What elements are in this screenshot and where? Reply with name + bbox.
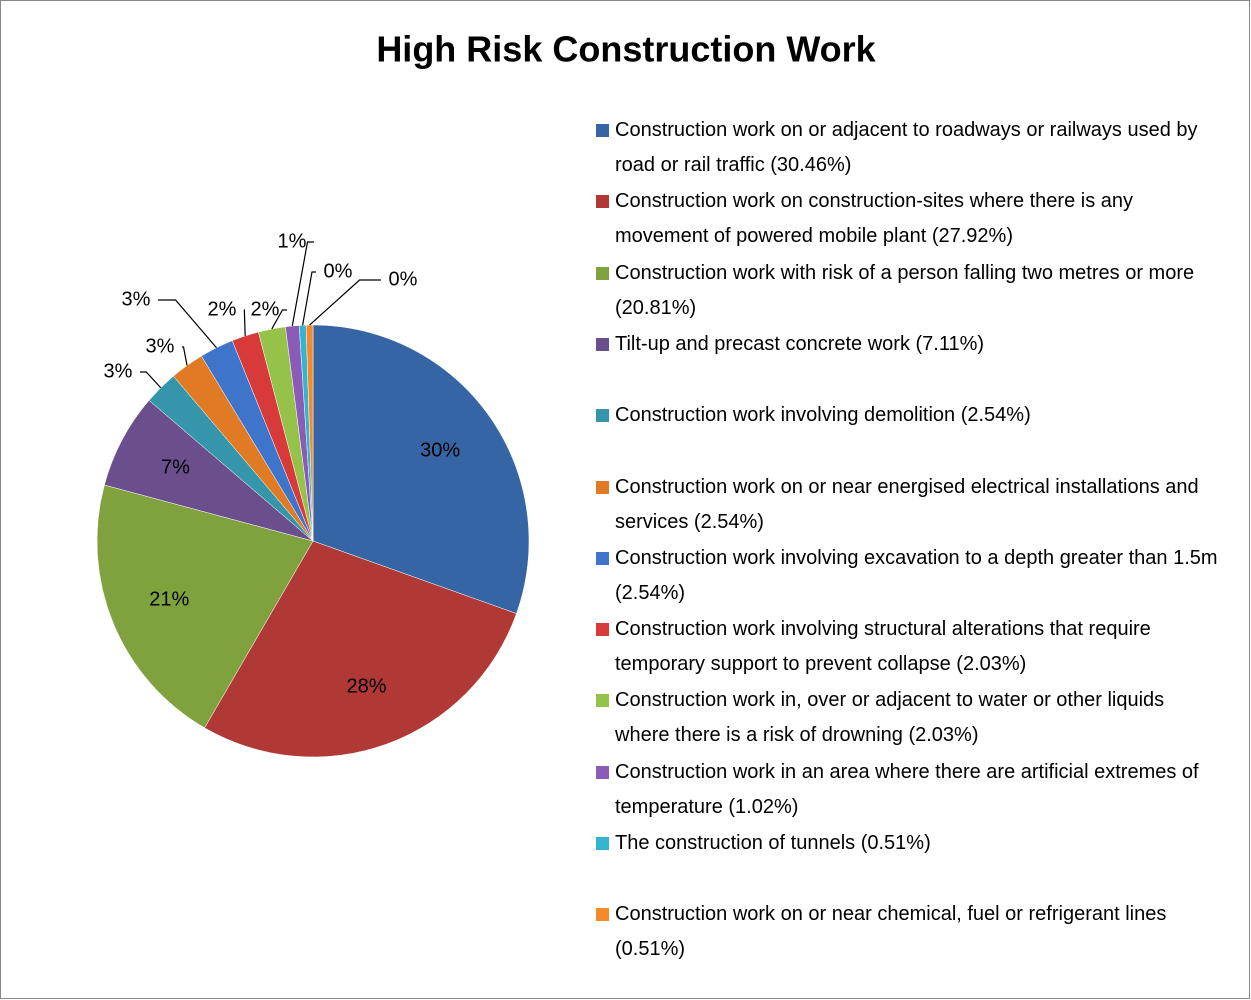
legend-swatch [596,765,609,779]
legend-swatch [596,195,609,209]
legend-entry: Construction work on or adjacent to road… [596,113,1221,183]
legend-entry: Construction work on or near energised e… [596,470,1221,540]
pie-slice [204,540,517,758]
legend-swatch [596,837,609,850]
legend-entry: Construction work on or near chemical, f… [596,897,1221,967]
data-label: 28% [346,675,386,697]
pie-slice [312,324,530,614]
leader-line [291,241,314,327]
legend-label: Construction work on or near chemical, f… [615,903,1167,961]
chart-title: High Risk Construction Work [376,29,876,70]
data-label: 2% [251,298,280,320]
legend-swatch [596,908,609,922]
legend-entry: The construction of tunnels (0.51%) [596,826,1221,861]
legend-label: Construction work in, over or adjacent t… [615,689,1165,747]
legend-swatch [596,124,609,137]
legend-label: Construction work in an area where there… [615,760,1199,818]
legend-label: Construction work on or adjacent to road… [615,119,1198,176]
data-label: 3% [122,288,151,310]
legend-label: Construction work with risk of a person … [615,261,1195,319]
legend-label: The construction of tunnels (0.51%) [615,832,931,854]
data-label: 30% [420,440,460,462]
leader-line [182,346,188,366]
leader-line [140,371,162,389]
legend-entry: Construction work in an area where there… [596,755,1221,825]
legend-entry: Construction work involving excavation t… [596,541,1221,611]
legend-label: Tilt-up and precast concrete work (7.11%… [615,332,985,355]
legend-swatch [596,551,609,565]
legend-entry: Construction work on construction-sites … [596,184,1221,254]
legend-entry: Construction work with risk of a person … [596,256,1221,326]
data-label: 1% [278,230,307,252]
data-label: 3% [146,335,175,357]
data-label: 3% [104,360,133,382]
leader-line [158,299,217,349]
data-label: 7% [161,457,190,479]
legend-label: Construction work on construction-sites … [615,190,1134,248]
leader-line [271,309,287,330]
legend-swatch [596,694,609,708]
pie-slice [305,324,314,542]
data-label: 0% [324,260,353,282]
legend-swatch [596,480,609,494]
legend-entry: Construction work involving structural a… [596,612,1221,682]
data-label: 21% [149,589,189,611]
legend-entry: Construction work in, over or adjacent t… [596,683,1221,753]
legend-label: Construction work on or near energised e… [615,475,1199,533]
legend-label: Construction work involving structural a… [615,618,1151,676]
leader-line [302,271,316,326]
pie-slice [96,484,314,729]
data-label: 2% [208,298,237,320]
legend-entry: Construction work involving demolition (… [596,398,1221,433]
legend-swatch [596,409,609,423]
data-label: 0% [389,268,418,290]
legend-entry: Tilt-up and precast concrete work (7.11%… [596,327,1221,362]
legend-label: Construction work involving excavation t… [615,546,1218,604]
legend-swatch [596,337,609,351]
leader-line [309,279,381,326]
leader-line [243,309,246,336]
legend-label: Construction work involving demolition (… [615,404,1031,427]
legend-swatch [596,266,609,280]
legend-swatch [596,623,609,637]
